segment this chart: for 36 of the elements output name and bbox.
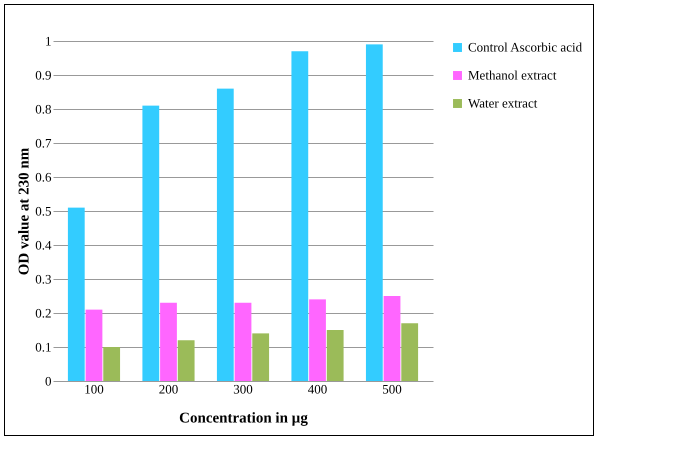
y-tick-label: 0.1 [35,340,52,354]
bar [234,302,252,381]
y-tick-label: 0.2 [35,306,52,320]
y-tick-label: 0.7 [35,136,52,150]
bar [216,88,234,381]
y-tick-label: 1 [45,34,52,48]
x-tick-label: 200 [158,382,178,396]
bar [384,296,400,381]
y-tick-label: 0.4 [35,238,52,252]
y-tick-label: 0.6 [35,170,52,184]
bar [160,302,177,381]
bar [401,323,418,381]
x-axis-title: Concentration in µg [179,410,308,426]
x-tick-label: 100 [84,382,104,396]
x-tick-label: 300 [233,382,253,396]
bar [142,106,160,381]
bar [309,299,326,381]
legend-label: Control Ascorbic acid [468,40,583,54]
bar [252,333,270,381]
legend-label: Methanol extract [468,68,557,82]
bar [366,44,383,381]
bar [326,330,344,381]
y-tick-label: 0.3 [35,272,52,286]
bar [178,340,195,381]
legend-label: Water extract [468,96,538,110]
y-tick-label: 0.8 [35,102,52,116]
bar [103,347,120,381]
x-tick-label: 400 [308,382,328,396]
y-tick-label: 0 [45,374,52,388]
x-tick-label: 500 [382,382,402,396]
bar [86,310,102,381]
y-tick-label: 0.9 [35,68,52,82]
bar [68,208,85,381]
y-axis-title: OD value at 230 nm [16,147,32,276]
bar [291,51,308,381]
y-tick-label: 0.5 [35,204,52,218]
